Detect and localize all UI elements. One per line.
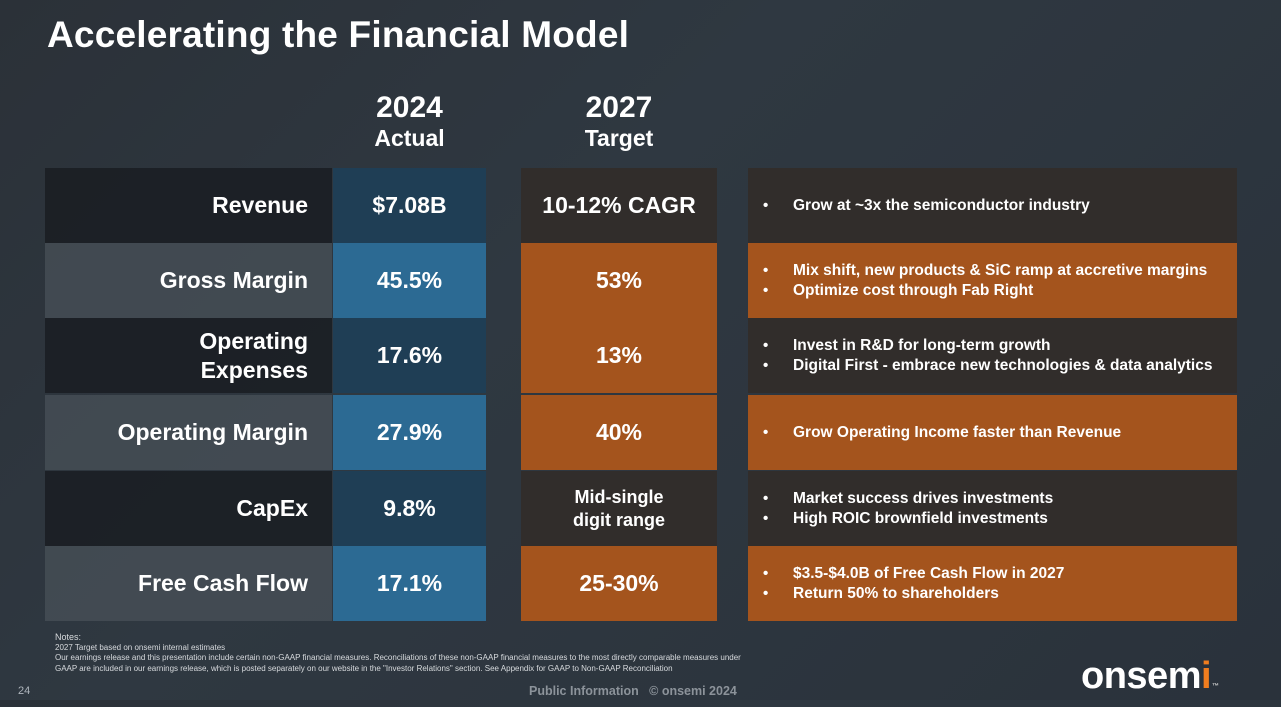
column-year-actual: 2024 [376,91,443,124]
target-value: Mid-single digit range [521,471,717,546]
actual-value: 45.5% [333,243,486,318]
bullet-item: $3.5-$4.0B of Free Cash Flow in 2027 [762,564,1064,584]
actual-value: 17.1% [333,546,486,621]
row-label: Free Cash Flow [45,546,332,621]
commentary-cell: Invest in R&D for long-term growthDigita… [748,318,1237,393]
commentary-cell: Mix shift, new products & SiC ramp at ac… [748,243,1237,318]
bullet-item: Digital First - embrace new technologies… [762,356,1212,376]
bullet-item: Invest in R&D for long-term growth [762,336,1212,356]
bullet-item: Optimize cost through Fab Right [762,281,1207,301]
actual-value: 17.6% [333,318,486,393]
actual-value: $7.08B [333,168,486,243]
onsemi-logo: onsemi™ [1081,655,1219,697]
bullet-list: Grow at ~3x the semiconductor industry [762,196,1090,216]
column-label-target: Target [584,125,654,151]
commentary-cell: Grow Operating Income faster than Revenu… [748,395,1237,470]
row-label: Operating Expenses [45,318,332,393]
actual-value: 9.8% [333,471,486,546]
actual-value: 27.9% [333,395,486,470]
bullet-list: Mix shift, new products & SiC ramp at ac… [762,261,1207,301]
bullet-item: Grow at ~3x the semiconductor industry [762,196,1090,216]
commentary-cell: $3.5-$4.0B of Free Cash Flow in 2027Retu… [748,546,1237,621]
bullet-item: High ROIC brownfield investments [762,509,1053,529]
bullet-list: Market success drives investmentsHigh RO… [762,489,1053,529]
row-label: CapEx [45,471,332,546]
notes-line: Our earnings release and this presentati… [55,653,741,673]
bullet-list: Invest in R&D for long-term growthDigita… [762,336,1212,376]
page-number: 24 [18,685,31,697]
notes: Notes: 2027 Target based on onsemi inter… [55,632,745,674]
target-value: 53% [521,243,717,318]
column-header-target: 2027 Target [521,92,717,152]
commentary-cell: Grow at ~3x the semiconductor industry [748,168,1237,243]
notes-heading: Notes: [55,632,82,642]
commentary-cell: Market success drives investmentsHigh RO… [748,471,1237,546]
column-header-actual: 2024 Actual [333,92,486,152]
row-label: Gross Margin [45,243,332,318]
target-value: 10-12% CAGR [521,168,717,243]
bullet-item: Market success drives investments [762,489,1053,509]
bullet-list: Grow Operating Income faster than Revenu… [762,423,1121,443]
bullet-item: Return 50% to shareholders [762,584,1064,604]
footer-classification: Public Information © onsemi 2024 [529,684,737,698]
slide-title: Accelerating the Financial Model [47,14,630,55]
target-value: 25-30% [521,546,717,621]
bullet-item: Mix shift, new products & SiC ramp at ac… [762,261,1207,281]
bullet-item: Grow Operating Income faster than Revenu… [762,423,1121,443]
bullet-list: $3.5-$4.0B of Free Cash Flow in 2027Retu… [762,564,1064,604]
row-label: Operating Margin [45,395,332,470]
row-label: Revenue [45,168,332,243]
notes-line: 2027 Target based on onsemi internal est… [55,642,226,652]
target-value: 13% [521,318,717,393]
column-label-actual: Actual [374,125,445,151]
column-year-target: 2027 [585,91,653,124]
target-value: 40% [521,395,717,470]
